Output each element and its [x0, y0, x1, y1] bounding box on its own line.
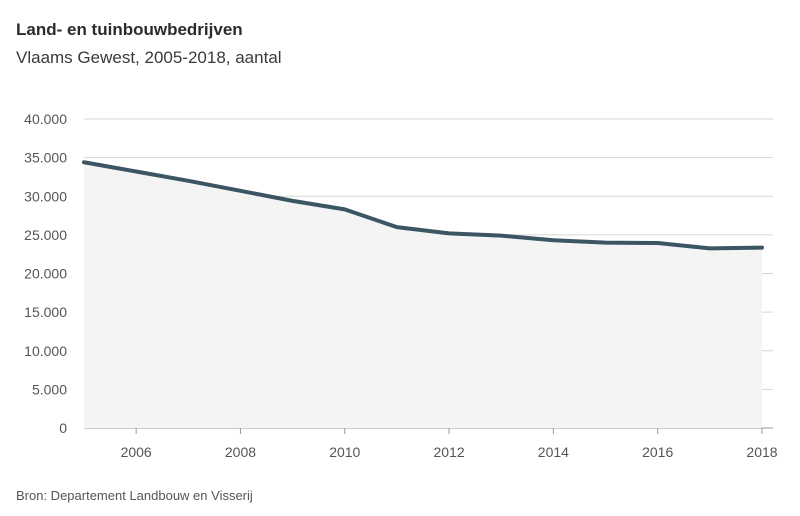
y-tick-label: 15.000 [24, 304, 67, 320]
x-tick-label: 2016 [642, 444, 673, 460]
y-tick-label: 10.000 [24, 343, 67, 359]
y-tick-label: 25.000 [24, 227, 67, 243]
y-tick-label: 20.000 [24, 266, 67, 282]
chart-title: Land- en tuinbouwbedrijven [16, 20, 243, 39]
x-axis: 2006 2008 2010 2012 2014 2016 2018 [121, 428, 778, 460]
y-tick-label: 30.000 [24, 188, 67, 204]
area-fill [84, 162, 762, 428]
area-path [84, 162, 762, 428]
x-tick-label: 2014 [538, 444, 569, 460]
y-tick-label: 0 [59, 420, 67, 436]
series-polyline [82, 160, 764, 251]
x-tick-label: 2012 [433, 444, 464, 460]
x-tick-label: 2006 [121, 444, 152, 460]
x-tick-label: 2018 [746, 444, 777, 460]
y-tick-label: 40.000 [24, 111, 67, 127]
x-tick-label: 2010 [329, 444, 360, 460]
x-tick-label: 2008 [225, 444, 256, 460]
source-note: Bron: Departement Landbouw en Visserij [16, 488, 253, 503]
series-line [82, 160, 764, 251]
y-axis: 0 5.000 10.000 15.000 20.000 25.000 30.000 35.0… [24, 111, 67, 436]
chart-subtitle: Vlaams Gewest, 2005-2018, aantal [16, 48, 282, 67]
y-tick-label: 5.000 [32, 381, 67, 397]
y-tick-label: 35.000 [24, 150, 67, 166]
